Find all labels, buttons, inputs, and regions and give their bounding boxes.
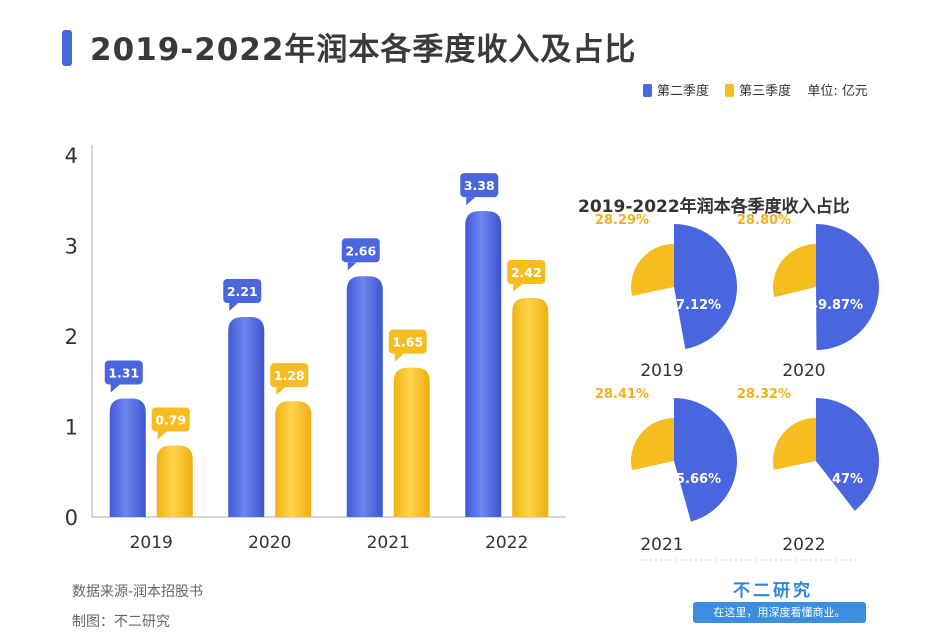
pie-slice-q3 <box>631 418 674 471</box>
data-label: 3.38 <box>464 178 495 193</box>
legend: 第二季度 第三季度 单位: 亿元 <box>643 80 868 99</box>
pie-slice-q3 <box>773 418 816 470</box>
brand-slogan: 在这里，用深度看懂商业。 <box>693 602 866 623</box>
data-label-pointer <box>466 197 476 206</box>
data-label: 2.42 <box>511 265 542 280</box>
y-tick-label: 4 <box>65 144 78 168</box>
data-label: 0.79 <box>155 413 186 428</box>
bar-q3 <box>393 367 430 517</box>
data-label-box <box>507 259 546 284</box>
bar-q2 <box>109 398 146 517</box>
x-tick-label: 2020 <box>248 533 291 553</box>
pie-label-q3: 28.41% <box>595 387 649 402</box>
pie-label-q3: 28.80% <box>737 213 791 228</box>
x-tick-label: 2021 <box>367 533 410 553</box>
data-label-box <box>341 238 380 263</box>
data-source: 数据来源-润本招股书 <box>72 584 204 600</box>
pie-label-q2: 49.87% <box>809 298 863 313</box>
pie-slice-q2 <box>816 398 879 511</box>
pie-slice-q2 <box>674 224 737 349</box>
bar-q3 <box>512 297 549 517</box>
data-label-box <box>223 278 262 303</box>
page-title: 2019-2022年润本各季度收入及占比 <box>90 32 637 68</box>
data-label: 2.21 <box>227 284 258 299</box>
x-tick-label: 2019 <box>130 533 173 553</box>
bar-chart: 0 1 2 3 4 2019 1.31 0.79 2020 2.21 1.28 2021 2.66 1.6… <box>65 144 566 553</box>
data-label-box <box>151 407 190 432</box>
y-tick-label: 2 <box>65 325 78 349</box>
data-label-pointer <box>276 387 286 396</box>
pie-slice-q3 <box>773 244 816 298</box>
pie-slice-q2 <box>674 398 737 522</box>
data-label-pointer <box>394 353 404 362</box>
y-tick-label: 3 <box>65 235 78 259</box>
x-tick-label: 2022 <box>485 533 528 553</box>
data-label: 1.65 <box>392 335 423 350</box>
pie-label-q3: 28.29% <box>595 213 649 228</box>
data-label-pointer <box>110 384 120 393</box>
data-label-pointer <box>157 431 167 440</box>
pie-label-q2: 45.66% <box>667 472 721 487</box>
data-label-pointer <box>229 302 239 311</box>
pie-year-label: 2021 <box>640 535 683 555</box>
bar-q3 <box>156 445 193 517</box>
data-label-box <box>388 329 427 354</box>
bar-q3 <box>275 401 312 517</box>
bar-q2 <box>465 211 502 518</box>
y-tick-label: 1 <box>65 416 78 440</box>
chart-maker: 制图：不二研究 <box>72 614 170 630</box>
legend-item-q2: 第二季度 <box>643 84 709 99</box>
data-label-box <box>460 173 499 198</box>
pie-section-title: 2019-2022年润本各季度收入占比 <box>578 197 850 217</box>
pie-charts: 47.12% 28.29% 2019 49.87% 28.80% 2020 45.66% 28… <box>595 213 879 561</box>
data-label: 1.28 <box>274 368 305 383</box>
bar-q2 <box>346 276 383 517</box>
legend-swatch-q3 <box>725 84 735 97</box>
bar-q2 <box>228 316 265 517</box>
data-label-box <box>104 360 143 385</box>
pie-label-q2: 39.47% <box>809 472 863 487</box>
legend-swatch-q2 <box>643 84 652 97</box>
data-label: 1.31 <box>108 365 139 380</box>
pie-year-label: 2022 <box>782 535 825 555</box>
pie-label-q3: 28.32% <box>737 387 791 402</box>
data-label-pointer <box>347 262 357 271</box>
pie-slice-q2 <box>816 224 879 350</box>
pie-slice-q3 <box>631 244 674 296</box>
unit-label: 单位: 亿元 <box>807 84 868 99</box>
y-tick-label: 0 <box>65 506 78 530</box>
brand-logo-text: 不二研究 <box>733 581 813 601</box>
data-label: 2.66 <box>345 243 376 258</box>
legend-item-q3: 第三季度 <box>725 84 791 99</box>
pie-year-label: 2020 <box>782 361 825 381</box>
title-accent-bar <box>62 30 72 66</box>
data-label-box <box>270 363 309 388</box>
pie-year-label: 2019 <box>640 361 683 381</box>
legend-label-q3: 第三季度 <box>739 84 792 99</box>
legend-label-q2: 第二季度 <box>657 84 710 99</box>
data-label-pointer <box>513 283 523 292</box>
pie-label-q2: 47.12% <box>667 298 721 313</box>
